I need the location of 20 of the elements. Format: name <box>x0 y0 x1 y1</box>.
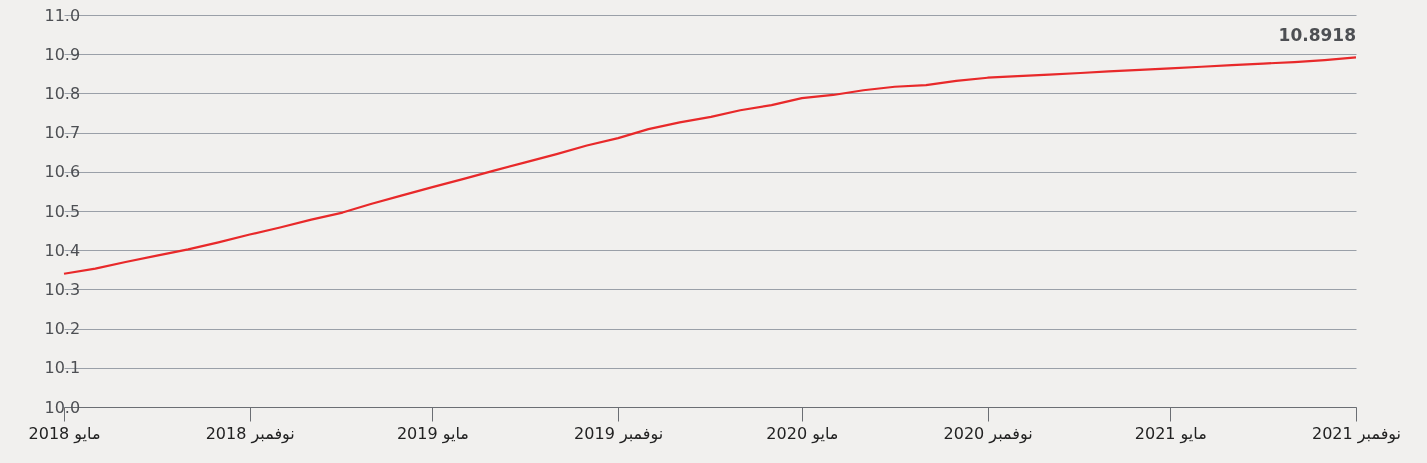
y-tick-label: 10.9 <box>44 44 81 64</box>
y-tick-label: 10.0 <box>44 397 81 417</box>
x-tick-label: 2019 مايو <box>396 423 469 444</box>
annotation: 10.8918 <box>1278 25 1356 46</box>
y-tick-label: 10.2 <box>44 319 81 339</box>
y-tick-label: 10.6 <box>44 162 81 182</box>
y-tick-label: 10.3 <box>44 279 81 299</box>
x-tick-label: 2021 مايو <box>1134 423 1207 444</box>
y-tick-label: 10.7 <box>44 123 81 143</box>
x-tick-label: 2018 نوفمبر <box>205 423 295 444</box>
y-tick-label: 10.5 <box>44 201 81 221</box>
x-tick-label: 2019 نوفمبر <box>574 423 664 444</box>
y-tick-label: 11.0 <box>44 5 81 25</box>
x-tick-label: 2018 مايو <box>28 423 101 444</box>
y-tick-label: 10.8 <box>44 83 81 103</box>
y-tick-label: 10.4 <box>44 240 81 260</box>
x-tick-label: 2021 نوفمبر <box>1311 423 1402 444</box>
x-tick-label: 2020 مايو <box>766 423 839 444</box>
y-tick-label: 10.1 <box>44 358 81 378</box>
x-tick-label: 2020 نوفمبر <box>943 423 1033 444</box>
